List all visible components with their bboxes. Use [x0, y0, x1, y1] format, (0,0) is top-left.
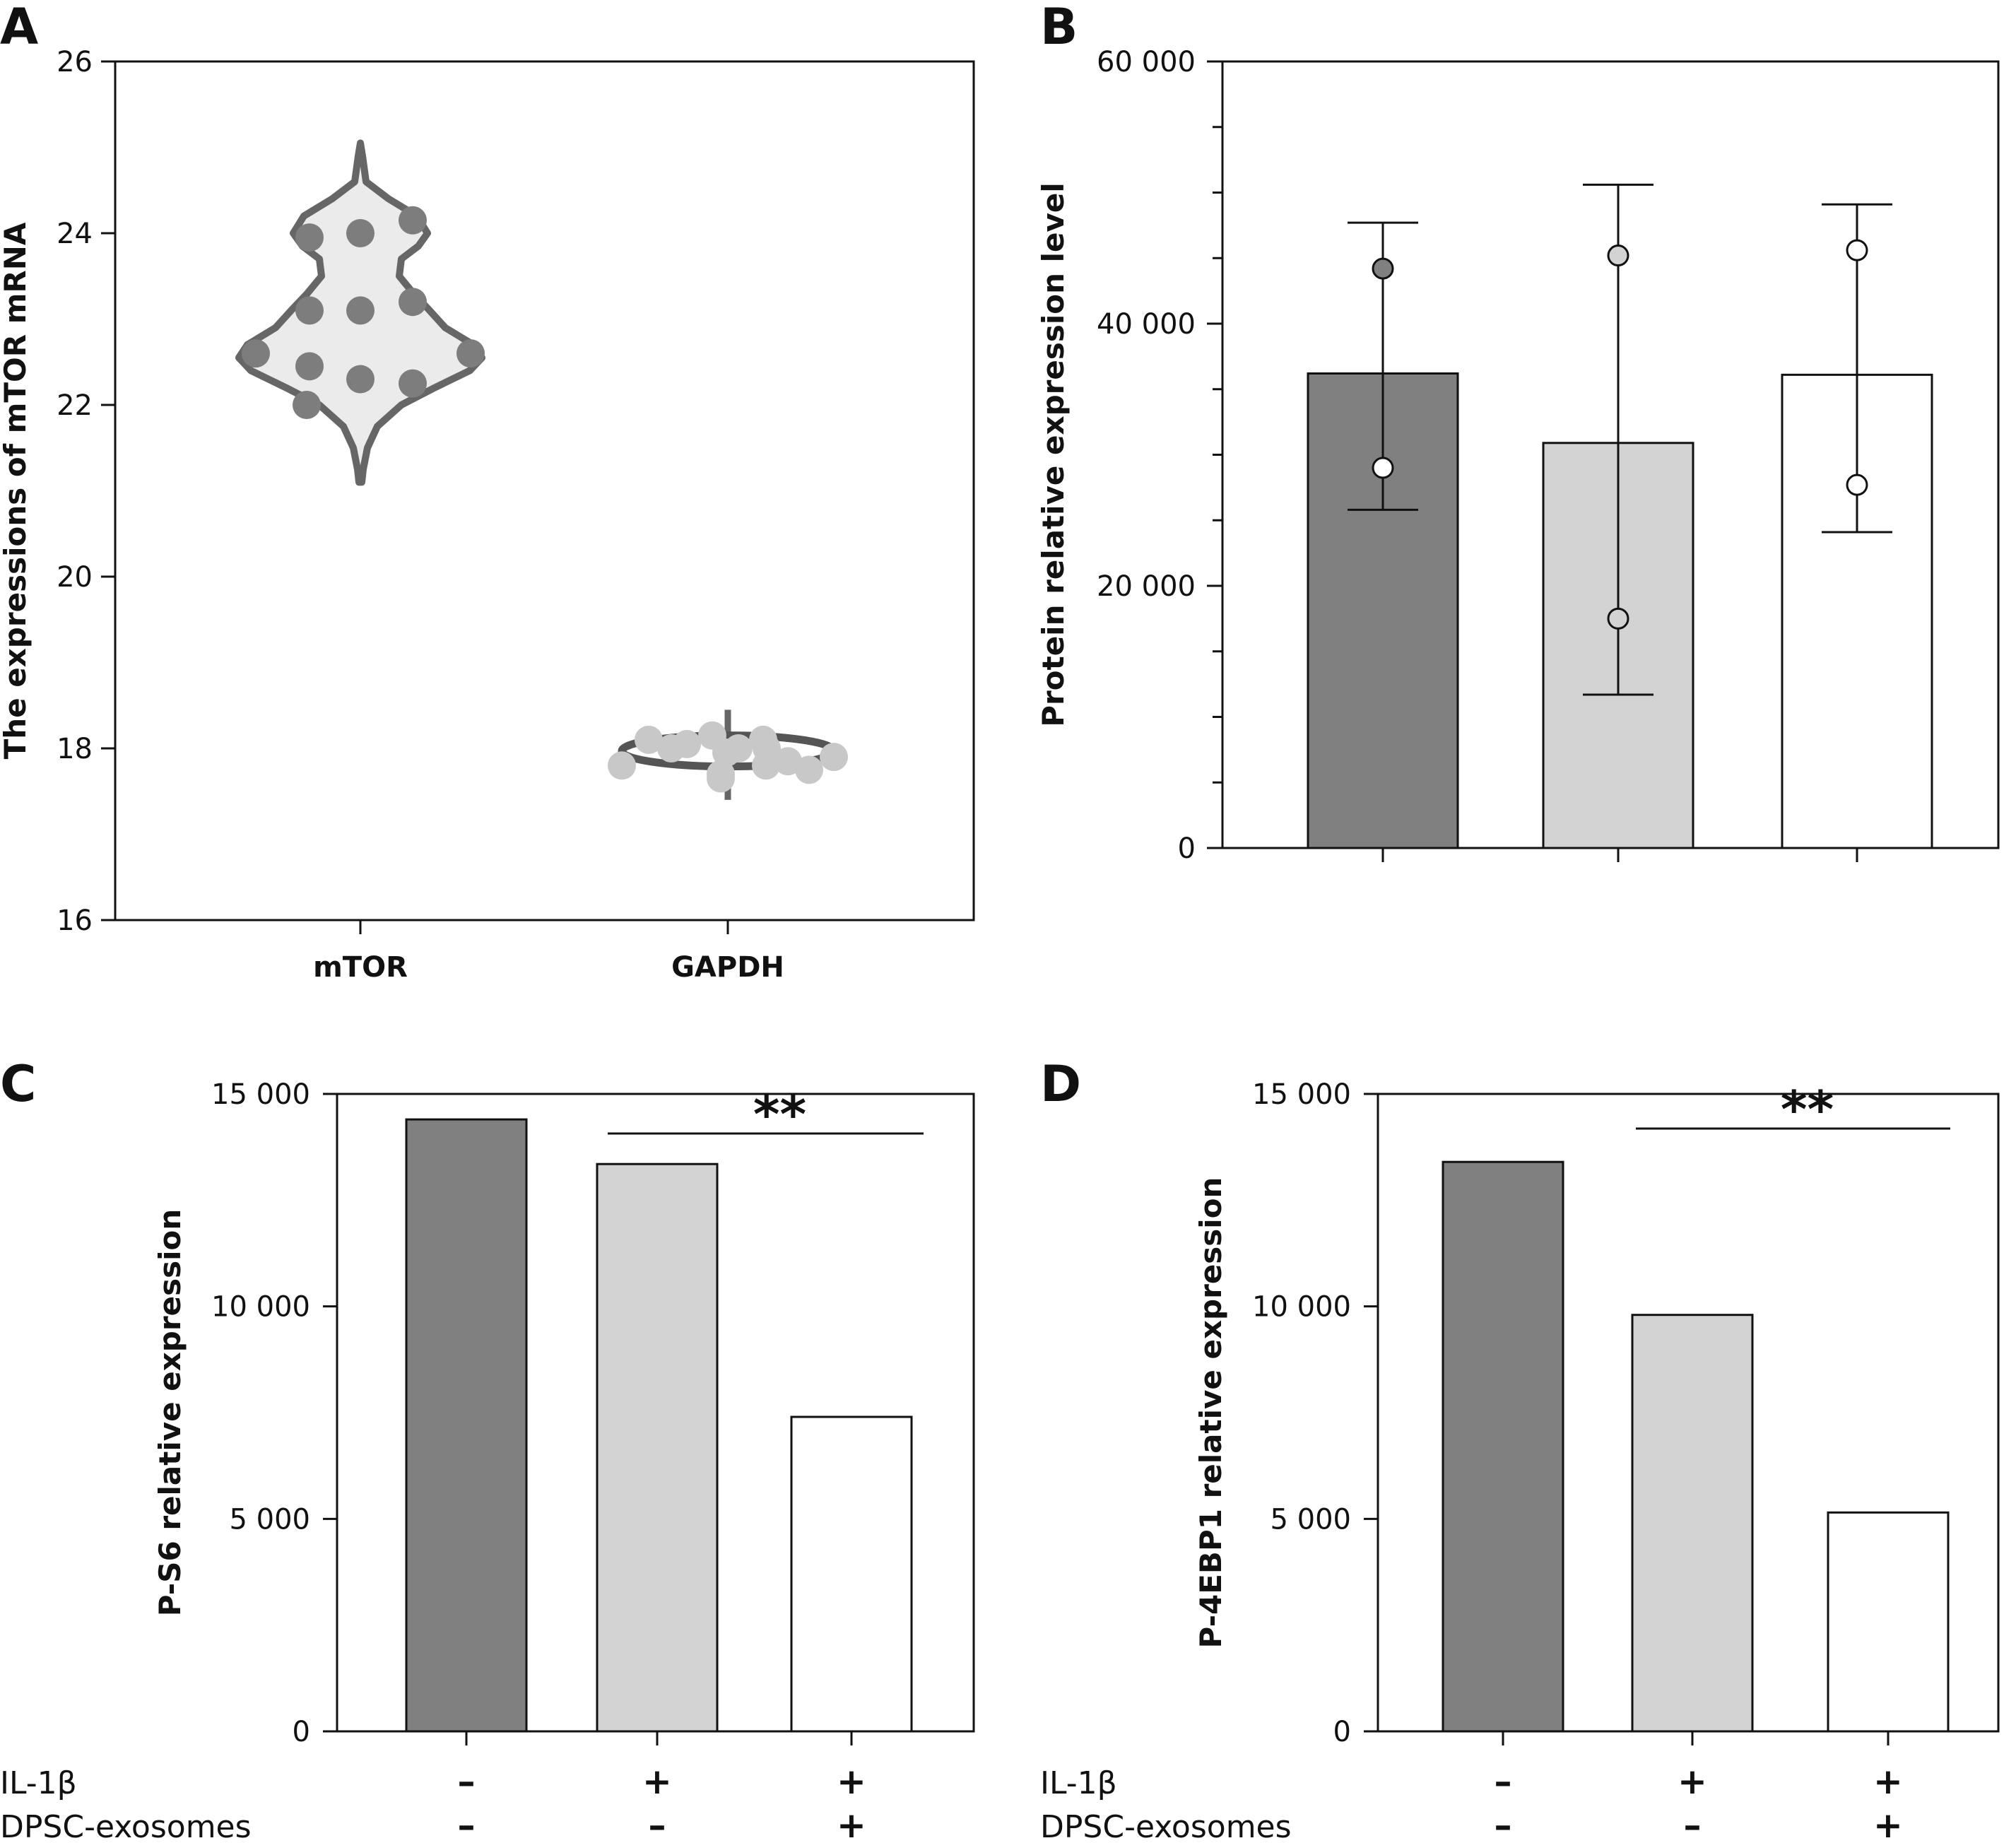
y-axis-label: Protein relative expression level [1036, 182, 1071, 726]
treatment-sign: – [1495, 1761, 1512, 1802]
data-point [673, 729, 701, 758]
y-tick-label: 15 000 [211, 1078, 310, 1111]
bar [790, 1415, 913, 1733]
treatment-sign: + [837, 1805, 866, 1843]
data-point [399, 288, 427, 317]
significance-label: ** [753, 1085, 806, 1144]
data-point [820, 743, 848, 772]
panel-letter: A [0, 0, 38, 56]
y-tick-label: 20 000 [1097, 570, 1196, 603]
y-tick-label: 10 000 [1252, 1291, 1351, 1324]
data-point [346, 219, 375, 247]
bar [596, 1162, 719, 1733]
y-tick-label: 22 [57, 389, 93, 422]
data-point [712, 738, 741, 767]
data-point [456, 339, 485, 368]
panel-letter: B [1040, 0, 1078, 56]
bar [1631, 1314, 1754, 1733]
y-tick-label: 0 [293, 1716, 310, 1748]
data-point [753, 734, 781, 762]
panel-b: B 0 20 000 40 000 60 000 Protein relative exp… [1036, 0, 2000, 865]
y-tick-label: 24 [57, 218, 93, 250]
y-tick-label: 26 [57, 46, 93, 78]
data-point [795, 755, 823, 784]
x-tick-label: GAPDH [671, 951, 784, 984]
data-point [635, 725, 663, 754]
panel-a: A 16 18 20 22 24 26 The expressions of mTOR mRN… [0, 0, 975, 984]
treatment-sign: + [642, 1761, 672, 1802]
data-point [399, 206, 427, 235]
data-point [1846, 473, 1868, 496]
data-point [1607, 245, 1629, 267]
treatment-row-label: IL-1β [0, 1765, 77, 1801]
plot-frame [114, 60, 975, 921]
bar [1827, 1511, 1950, 1733]
treatment-row-label: DPSC-exosomes [0, 1809, 252, 1843]
data-point [346, 365, 375, 394]
data-point [608, 751, 636, 780]
treatment-row-label: IL-1β [1040, 1765, 1117, 1801]
y-tick-label: 20 [57, 561, 93, 594]
bar [405, 1118, 528, 1733]
treatment-row-label: DPSC-exosomes [1040, 1809, 1292, 1843]
panel-d: D 0 5 000 10 000 15 000 P-4EBP1 relative expr… [1040, 1055, 2000, 1843]
data-point [1846, 239, 1868, 261]
treatment-sign: + [837, 1761, 866, 1802]
panel-c: C 0 5 000 10 000 15 000 P-S6 relative express… [0, 1055, 975, 1843]
data-point [399, 369, 427, 398]
data-point [242, 339, 270, 368]
data-point [774, 747, 802, 776]
y-tick-label: 0 [1178, 832, 1196, 865]
data-point [295, 296, 324, 325]
treatment-sign: – [1495, 1805, 1512, 1843]
y-tick-label: 10 000 [211, 1291, 310, 1324]
bar [1781, 373, 1933, 849]
treatment-sign: – [1684, 1805, 1702, 1843]
y-tick-label: 0 [1333, 1716, 1351, 1748]
y-axis-label: P-S6 relative expression [153, 1209, 187, 1616]
treatment-sign: + [1873, 1761, 1903, 1802]
y-tick-label: 16 [57, 905, 93, 937]
data-point [1607, 607, 1629, 630]
y-tick-label: 60 000 [1097, 46, 1196, 78]
y-axis-label: The expressions of mTOR mRNA [0, 222, 33, 759]
significance-label: ** [1781, 1080, 1834, 1139]
treatment-sign: – [649, 1805, 666, 1843]
x-tick-label: mTOR [313, 951, 408, 984]
y-axis-label: P-4EBP1 relative expression [1193, 1177, 1228, 1649]
data-point [707, 764, 735, 793]
panel-letter: D [1040, 1055, 1081, 1113]
data-point [295, 352, 324, 381]
treatment-sign: – [458, 1761, 476, 1802]
y-tick-label: 40 000 [1097, 308, 1196, 341]
data-point [1372, 457, 1394, 479]
treatment-sign: – [458, 1805, 476, 1843]
treatment-sign: + [1678, 1761, 1707, 1802]
bar [1442, 1160, 1564, 1733]
panel-letter: C [0, 1055, 36, 1113]
y-tick-label: 18 [57, 733, 93, 765]
y-tick-label: 5 000 [229, 1503, 310, 1536]
data-point [295, 223, 324, 252]
data-point [1372, 257, 1394, 280]
treatment-sign: + [1873, 1805, 1903, 1843]
y-tick-label: 5 000 [1270, 1503, 1351, 1536]
data-point [346, 296, 375, 325]
data-point [293, 391, 321, 419]
y-tick-label: 15 000 [1252, 1078, 1351, 1111]
